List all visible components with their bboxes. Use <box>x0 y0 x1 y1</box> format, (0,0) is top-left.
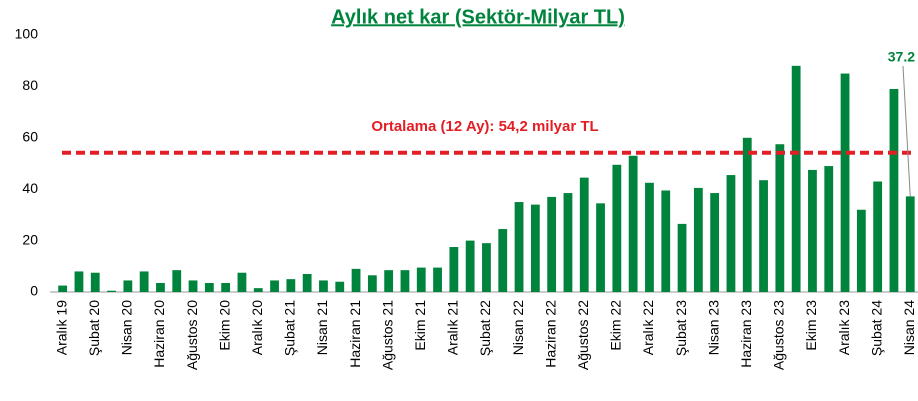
average-label: Ortalama (12 Ay): 54,2 milyar TL <box>371 118 598 135</box>
bar <box>824 166 834 292</box>
bar <box>563 193 573 292</box>
x-tick-label: Aralık 21 <box>445 300 461 355</box>
y-tick-label: 60 <box>22 129 38 145</box>
bar <box>482 243 491 292</box>
x-tick-label: Şubat 23 <box>673 300 689 356</box>
bar <box>172 270 182 292</box>
bar <box>612 164 622 292</box>
bar <box>156 283 165 292</box>
bar <box>775 144 785 292</box>
bar <box>139 271 149 292</box>
bar <box>433 267 442 292</box>
bar <box>384 270 394 292</box>
y-tick-label: 100 <box>15 26 39 42</box>
x-tick-label: Haziran 20 <box>151 300 167 368</box>
x-tick-label: Aralık 20 <box>249 300 265 355</box>
bar <box>253 288 263 292</box>
bar <box>726 175 736 292</box>
bar <box>596 203 605 292</box>
y-tick-label: 20 <box>22 231 38 247</box>
x-tick-label: Haziran 22 <box>542 300 558 368</box>
x-tick-label: Nisan 21 <box>314 300 330 355</box>
x-tick-label: Aralık 19 <box>53 300 69 355</box>
x-tick-label: Nisan 20 <box>119 300 135 355</box>
x-tick-label: Ağustos 22 <box>575 300 591 370</box>
bar <box>677 223 687 292</box>
bar <box>319 280 328 292</box>
bar <box>221 283 231 292</box>
bar <box>367 275 377 292</box>
bar <box>530 204 540 292</box>
bar <box>270 280 279 292</box>
x-tick-label: Nisan 22 <box>510 300 526 355</box>
x-tick-label: Şubat 20 <box>86 300 102 356</box>
bar <box>237 272 247 292</box>
x-tick-label: Ağustos 23 <box>771 300 787 370</box>
bar <box>74 271 84 292</box>
bar <box>188 280 198 292</box>
bar <box>808 169 817 292</box>
bar <box>286 279 296 292</box>
x-tick-label: Haziran 23 <box>738 300 754 368</box>
bar <box>107 290 116 292</box>
x-tick-label: Ekim 21 <box>412 300 428 351</box>
bar <box>123 280 133 292</box>
bar <box>742 137 752 292</box>
bar <box>889 88 899 292</box>
bar <box>449 247 459 292</box>
bar <box>856 209 866 292</box>
x-tick-label: Şubat 22 <box>477 300 493 356</box>
y-tick-label: 80 <box>22 77 38 93</box>
bar <box>840 73 850 292</box>
y-tick-label: 0 <box>30 283 38 299</box>
x-tick-label: Ekim 22 <box>608 300 624 351</box>
bar <box>351 268 361 292</box>
bar <box>628 155 638 292</box>
bar <box>873 181 883 292</box>
leader-line <box>902 65 911 197</box>
bar <box>547 196 557 292</box>
bar <box>204 283 214 292</box>
bar <box>693 187 703 292</box>
x-tick-label: Ekim 23 <box>803 300 819 351</box>
value-label: 37.2 <box>888 49 915 65</box>
chart-title: Aylık net kar (Sektör-Milyar TL) <box>331 6 625 28</box>
x-tick-label: Haziran 21 <box>347 300 363 368</box>
bar <box>302 274 312 292</box>
bar <box>335 281 345 292</box>
bar <box>645 182 654 292</box>
x-tick-label: Şubat 24 <box>868 300 884 356</box>
bar <box>661 190 671 292</box>
bar <box>759 180 768 292</box>
x-tick-label: Şubat 21 <box>282 300 298 356</box>
bar <box>465 240 475 292</box>
x-tick-label: Nisan 24 <box>901 300 917 355</box>
bar <box>416 267 426 292</box>
bar <box>498 229 508 292</box>
x-tick-label: Ağustos 21 <box>379 300 395 370</box>
x-tick-label: Ağustos 20 <box>184 300 200 370</box>
bar <box>579 177 589 292</box>
bar <box>400 270 410 292</box>
bar <box>90 272 100 292</box>
y-tick-label: 40 <box>22 180 38 196</box>
bar <box>514 202 524 292</box>
bar <box>791 65 801 292</box>
x-tick-label: Ekim 20 <box>216 300 232 351</box>
x-tick-label: Aralık 22 <box>640 300 656 355</box>
bar <box>710 193 720 292</box>
bar <box>905 196 915 292</box>
bar <box>58 285 68 292</box>
x-tick-label: Nisan 23 <box>705 300 721 355</box>
x-tick-label: Aralık 23 <box>836 300 852 355</box>
